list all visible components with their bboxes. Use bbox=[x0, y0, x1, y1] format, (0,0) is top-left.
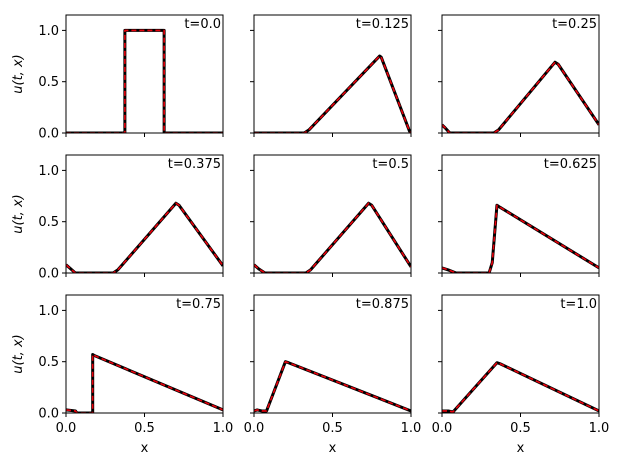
panel-time-label: t=1.0 bbox=[560, 297, 597, 312]
x-tick-label: 1.0 bbox=[401, 421, 422, 436]
series-line-solution bbox=[254, 201, 411, 273]
x-axis-label: x bbox=[329, 441, 337, 456]
panel-time-label: t=0.75 bbox=[176, 297, 221, 312]
series-line-solution bbox=[442, 60, 599, 133]
series-group bbox=[66, 28, 223, 133]
x-tick-label: 0.0 bbox=[56, 421, 77, 436]
x-tick-label: 0.5 bbox=[322, 421, 343, 436]
series-line-prediction bbox=[66, 29, 223, 133]
series-group bbox=[254, 201, 411, 273]
series-line-solution bbox=[442, 361, 599, 413]
y-axis-label: u(t, x) bbox=[11, 54, 26, 93]
panel-time-label: t=0.5 bbox=[372, 157, 409, 172]
series-line-prediction bbox=[442, 61, 599, 133]
y-tick-label: 0.0 bbox=[38, 127, 59, 142]
subplot-6: t=0.625 bbox=[438, 154, 600, 277]
x-axis-label: x bbox=[517, 441, 525, 456]
subplot-8: 0.0 0.5 1.0 t=0.875 x bbox=[244, 294, 422, 456]
series-line-solution bbox=[254, 360, 411, 413]
subplot-3: t=0.25 bbox=[438, 14, 600, 137]
plot-frame bbox=[441, 14, 600, 134]
panel-time-label: t=0.25 bbox=[552, 17, 597, 32]
x-tick-label: 1.0 bbox=[213, 421, 234, 436]
y-tick-label: 0.5 bbox=[38, 75, 59, 90]
series-line-solution bbox=[254, 54, 411, 133]
subplot-7: 0.0 0.5 1.0 0.0 0.5 1.0 t=0.75 x u(t, x) bbox=[11, 294, 234, 456]
plot-frame bbox=[65, 14, 224, 134]
y-tick-label: 0.5 bbox=[38, 355, 59, 370]
series-group bbox=[254, 360, 411, 413]
series-group bbox=[66, 201, 223, 273]
plot-frame bbox=[65, 294, 224, 414]
y-tick-label: 1.0 bbox=[38, 164, 59, 179]
x-tick-label: 1.0 bbox=[589, 421, 610, 436]
plot-frame bbox=[65, 154, 224, 274]
y-tick-label: 1.0 bbox=[38, 24, 59, 39]
panel-time-label: t=0.875 bbox=[356, 297, 409, 312]
x-tick-label: 0.5 bbox=[134, 421, 155, 436]
series-group bbox=[442, 203, 599, 273]
x-tick-label: 0.5 bbox=[510, 421, 531, 436]
series-group bbox=[254, 54, 411, 133]
subplot-4: 0.0 0.5 1.0 t=0.375 u(t, x) bbox=[11, 154, 224, 282]
series-line-prediction bbox=[254, 55, 411, 133]
plot-frame bbox=[253, 294, 412, 414]
subplot-1: 0.0 0.5 1.0 t=0.0 u(t, x) bbox=[11, 14, 224, 142]
series-line-prediction bbox=[66, 353, 223, 413]
series-line-prediction bbox=[254, 202, 411, 273]
series-group bbox=[66, 353, 223, 413]
series-group bbox=[442, 361, 599, 413]
subplot-2: t=0.125 bbox=[250, 14, 412, 137]
x-tick-label: 0.0 bbox=[432, 421, 453, 436]
series-group bbox=[442, 60, 599, 133]
subplot-9: 0.0 0.5 1.0 t=1.0 x bbox=[432, 294, 610, 456]
x-tick-label: 0.0 bbox=[244, 421, 265, 436]
x-axis-label: x bbox=[141, 441, 149, 456]
series-line-prediction bbox=[254, 360, 411, 412]
panel-time-label: t=0.625 bbox=[544, 157, 597, 172]
panel-time-label: t=0.375 bbox=[168, 157, 221, 172]
y-axis-label: u(t, x) bbox=[11, 194, 26, 233]
y-tick-label: 1.0 bbox=[38, 304, 59, 319]
series-line-prediction bbox=[442, 204, 599, 273]
panel-time-label: t=0.125 bbox=[356, 17, 409, 32]
plot-frame bbox=[441, 154, 600, 274]
y-tick-label: 0.0 bbox=[38, 407, 59, 422]
y-tick-label: 0.0 bbox=[38, 267, 59, 282]
plot-frame bbox=[441, 294, 600, 414]
series-line-solution bbox=[442, 203, 599, 273]
panel-time-label: t=0.0 bbox=[184, 17, 221, 32]
series-line-prediction bbox=[442, 361, 599, 413]
series-line-prediction bbox=[66, 202, 223, 273]
y-tick-label: 0.5 bbox=[38, 215, 59, 230]
series-line-solution bbox=[66, 353, 223, 413]
y-axis-label: u(t, x) bbox=[11, 334, 26, 373]
subplot-5: t=0.5 bbox=[250, 154, 412, 277]
plot-frame bbox=[253, 154, 412, 274]
series-line-solution bbox=[66, 28, 223, 133]
